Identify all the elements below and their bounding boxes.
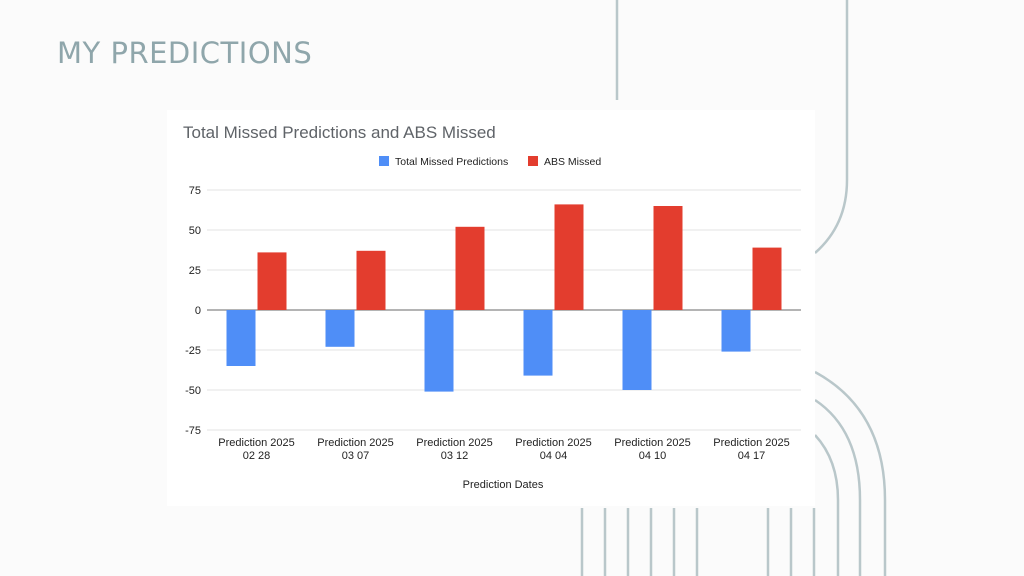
x-tick-label: Prediction 2025 02 28 [218,437,294,462]
deco-curve-top [814,179,849,254]
x-tick-label-line: 04 10 [639,450,667,462]
bar-abs-missed-5 [653,206,683,310]
chart-card: Total Missed Predictions and ABS Missed … [167,110,815,506]
x-tick-label-line: Prediction 2025 [614,437,690,449]
bar-total-missed-6 [721,310,751,352]
x-tick-label-line: Prediction 2025 [713,437,789,449]
bar-abs-missed-4 [554,204,584,310]
x-tick-label-line: Prediction 2025 [317,437,393,449]
y-tick-label: 75 [189,185,201,197]
x-tick-label: Prediction 2025 04 04 [515,437,591,462]
y-tick-label: 50 [189,225,201,237]
y-tick-label: 25 [189,265,201,277]
slide-title: MY PREDICTIONS [57,36,313,70]
y-tick-label: -75 [185,425,201,437]
x-tick-label-line: 03 07 [342,450,370,462]
bar-chart: Total Missed Predictions and ABS Missed … [183,123,801,491]
bar-total-missed-4 [523,310,553,376]
deco-arc-2 [814,398,862,576]
bar-abs-missed-3 [455,226,485,310]
x-tick-label: Prediction 2025 03 12 [416,437,492,462]
bar-abs-missed-6 [752,247,782,310]
bar-abs-missed-1 [257,252,287,310]
chart-gridlines [207,189,801,431]
chart-bars [226,204,782,392]
y-tick-label: -50 [185,385,201,397]
x-tick-label-line: Prediction 2025 [515,437,591,449]
x-tick-label-line: 04 17 [738,450,766,462]
bar-total-missed-1 [226,310,256,366]
deco-arc-3 [814,434,840,576]
x-tick-label: Prediction 2025 04 17 [713,437,789,462]
x-tick-label: Prediction 2025 03 07 [317,437,393,462]
y-tick-label: 0 [195,305,201,317]
x-tick-label-line: 04 04 [540,450,568,462]
chart-title: Total Missed Predictions and ABS Missed [183,123,496,142]
y-tick-label: -25 [185,345,201,357]
legend-label-2: ABS Missed [544,156,601,168]
bar-total-missed-3 [424,310,454,392]
x-tick-label-line: Prediction 2025 [218,437,294,449]
chart-legend: Total Missed Predictions ABS Missed [379,156,601,168]
deco-arc-1 [814,370,887,576]
x-axis-title: Prediction Dates [463,479,544,491]
bar-total-missed-5 [622,310,652,390]
x-tick-label-line: 03 12 [441,450,469,462]
y-axis-ticks: 75 50 25 0 -25 -50 -75 [185,185,201,437]
bar-total-missed-2 [325,310,355,347]
bar-abs-missed-2 [356,250,386,310]
x-tick-label-line: Prediction 2025 [416,437,492,449]
x-tick-label: Prediction 2025 04 10 [614,437,690,462]
legend-swatch-2 [528,156,538,166]
x-tick-label-line: 02 28 [243,450,271,462]
legend-label-1: Total Missed Predictions [395,156,508,168]
legend-swatch-1 [379,156,389,166]
